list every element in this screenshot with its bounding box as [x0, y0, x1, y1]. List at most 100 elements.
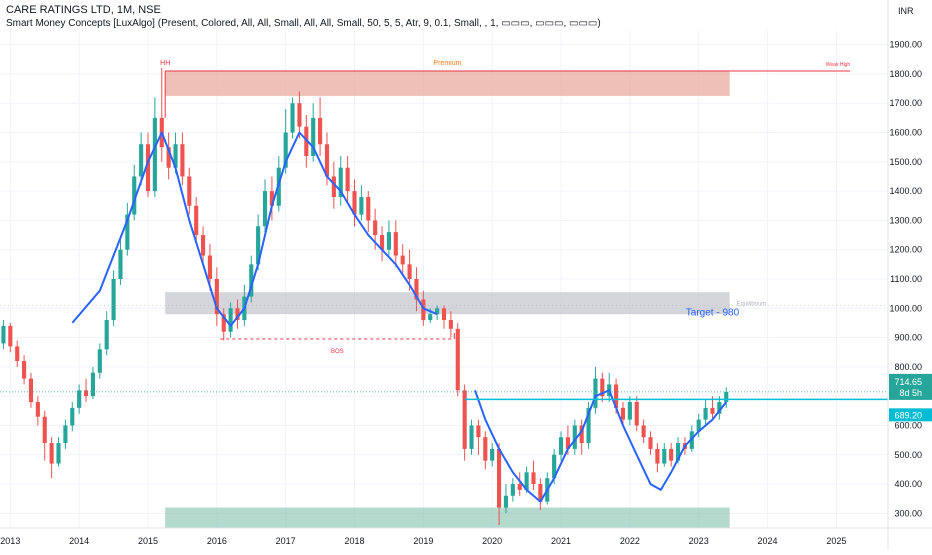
candle-body — [689, 431, 694, 449]
candle-body — [83, 390, 89, 397]
y-tick-label: 500.00 — [894, 450, 922, 460]
overlays: HH Premium Weak High Equilibrium BOS Target -… — [0, 60, 888, 401]
candle-body — [318, 117, 323, 145]
candle-body — [393, 232, 398, 256]
candle-body — [421, 299, 426, 321]
cup-pattern-line — [474, 389, 727, 503]
candle-body — [290, 103, 295, 133]
candle-body — [194, 205, 199, 236]
candle-body — [235, 308, 240, 321]
candle-body — [435, 308, 440, 315]
candle-body — [173, 144, 178, 168]
candle-body — [710, 407, 715, 414]
candle-body — [641, 425, 646, 438]
candle-body — [524, 472, 529, 490]
candle-body — [77, 390, 82, 408]
candle-body — [662, 448, 667, 464]
candle-body — [620, 407, 626, 420]
candle-body — [441, 308, 447, 321]
target-label: Target - 980 — [686, 308, 740, 319]
y-tick-label: 1600.00 — [889, 128, 922, 138]
candle-body — [8, 325, 13, 347]
candle-body — [407, 264, 412, 279]
candle-body — [297, 103, 302, 127]
swing-line — [71, 131, 438, 327]
candle-body — [379, 235, 385, 250]
candle-body — [558, 437, 564, 455]
grid — [0, 30, 888, 528]
x-tick-label: 2020 — [482, 536, 502, 546]
candle-body — [455, 328, 460, 391]
candle-body — [696, 419, 701, 432]
equilibrium-label: Equilibrium — [737, 301, 767, 307]
target-level-marker — [889, 408, 932, 422]
chart-title: CARE RATINGS LTD, 1M, NSE — [6, 4, 161, 16]
y-tick-label: 300.00 — [894, 508, 922, 518]
y-tick-label: 1300.00 — [889, 215, 922, 225]
candle-body — [324, 144, 330, 177]
candle-body — [586, 407, 591, 444]
zone-equilibrium — [165, 292, 730, 315]
x-tick-label: 2015 — [138, 536, 158, 546]
candle-body — [111, 279, 116, 321]
countdown-label: 8d 5h — [899, 388, 922, 398]
y-tick-label: 400.00 — [894, 479, 922, 489]
smc-zones — [165, 71, 730, 528]
candle-body — [531, 472, 536, 485]
candle-body — [22, 361, 27, 379]
bos-label: BOS — [331, 349, 344, 355]
candle-body — [345, 167, 350, 192]
candle-body — [517, 484, 522, 490]
candle-body — [476, 425, 481, 438]
x-tick-label: 2016 — [207, 536, 227, 546]
x-tick-label: 2021 — [551, 536, 571, 546]
candle-body — [717, 402, 722, 414]
x-tick-label: 2024 — [758, 536, 778, 546]
candle-body — [104, 320, 109, 350]
candle-body — [15, 346, 20, 362]
candle-body — [593, 378, 598, 408]
candle-body — [42, 416, 47, 444]
candlestick-series — [1, 68, 729, 526]
candle-body — [207, 255, 213, 279]
candle-body — [428, 314, 433, 321]
candle-body — [579, 425, 584, 444]
candle-body — [180, 144, 185, 177]
premium-label: Premium — [433, 60, 461, 67]
candle-body — [97, 349, 102, 373]
last-price-marker — [889, 373, 932, 400]
candle-body — [490, 448, 495, 461]
candle-body — [503, 495, 509, 508]
y-tick-label: 900.00 — [894, 333, 922, 343]
target-level-label: 689.20 — [894, 410, 922, 420]
candle-body — [675, 443, 681, 461]
candle-body — [469, 425, 474, 449]
candle-body — [201, 235, 206, 256]
hh-label: HH — [160, 60, 170, 67]
candle-body — [1, 325, 6, 344]
candle-body — [132, 176, 137, 215]
candle-body — [28, 378, 34, 403]
y-tick-label: 1000.00 — [889, 303, 922, 313]
y-tick-label: 1900.00 — [889, 40, 922, 50]
candle-body — [139, 144, 144, 177]
candle-body — [462, 390, 467, 449]
candle-body — [497, 448, 502, 508]
candle-body — [262, 191, 268, 227]
candle-body — [70, 407, 75, 426]
candle-body — [448, 320, 453, 329]
y-tick-label: 1200.00 — [889, 245, 922, 255]
candle-body — [125, 214, 130, 250]
indicator-legend: Smart Money Concepts [LuxAlgo] (Present,… — [6, 18, 601, 29]
candle-body — [627, 402, 632, 420]
candle-body — [510, 484, 515, 496]
candle-body — [145, 144, 151, 192]
x-tick-label: 2013 — [0, 536, 20, 546]
candle-body — [152, 117, 157, 192]
x-tick-label: 2023 — [689, 536, 709, 546]
x-tick-label: 2014 — [69, 536, 89, 546]
candle-body — [118, 249, 123, 279]
candle-body — [634, 402, 639, 426]
